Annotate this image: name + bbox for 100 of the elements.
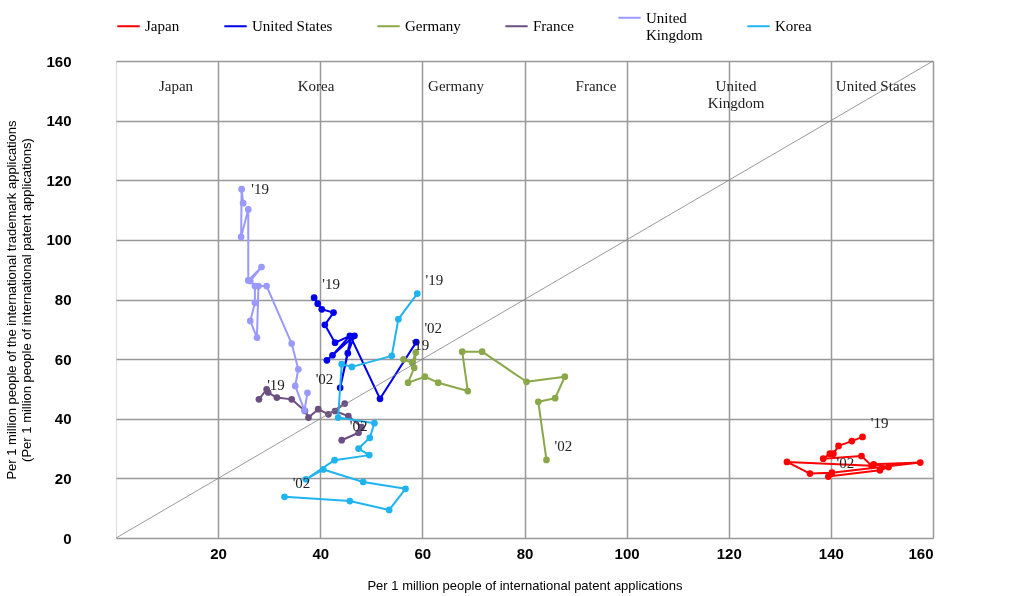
point [371,419,378,427]
point [334,414,342,421]
point [464,387,472,395]
point [323,356,331,364]
point [885,463,892,471]
point [543,456,550,464]
y-tick-label: 20 [54,469,72,487]
annotation: France [575,78,617,94]
point [388,352,396,360]
point [830,450,837,457]
point [413,290,421,297]
point [246,317,254,325]
point [783,458,791,466]
point [346,497,354,505]
point [561,373,569,381]
annotation: '19 [251,181,269,198]
annotation: United Kingdom [707,78,765,111]
point [253,334,261,342]
point [344,349,352,357]
point [858,452,865,460]
y-tick-label: 160 [46,52,72,70]
point [288,396,296,403]
point [330,309,337,316]
point [244,206,252,213]
x-tick-label: 100 [614,544,640,562]
annotation: '02 [292,474,311,491]
point [421,373,429,381]
legend-label: United States [252,18,333,35]
point [314,405,322,413]
point [294,365,302,373]
legend-label: Korea [775,18,812,35]
annotation: United States [835,78,917,94]
annotation: '19 [267,377,285,394]
point [859,433,866,441]
point [355,445,362,452]
x-tick-label: 20 [210,544,227,562]
point [255,396,263,403]
point [331,339,339,347]
point [819,455,827,463]
point [237,233,245,241]
point [434,379,442,387]
point [365,451,373,459]
point [534,398,542,406]
point [348,363,356,371]
y-tick-label: 0 [63,529,72,547]
point [478,348,486,356]
annotation: Germany [428,78,485,94]
y-tick-label: 100 [46,231,72,249]
annotation: '19 [425,271,444,288]
point [314,300,322,308]
annotation: '02 [315,370,334,387]
annotation: '02 [424,320,443,337]
point [359,478,367,486]
annotation: Korea [297,78,335,94]
y-tick-label: 60 [54,350,72,368]
annotation: Japan [158,78,194,94]
point [263,282,270,290]
point [319,466,327,473]
point [321,321,329,329]
x-tick-label: 140 [818,544,844,562]
point [238,185,245,193]
legend-label: Germany [405,18,462,35]
y-axis-title: Per 1 million people of the international trademark applications (Per 1 million people of international patent applications) [4,119,35,480]
annotation: '19 [870,414,889,431]
point [395,315,402,323]
y-tick-label: 140 [46,112,72,130]
point [291,382,299,390]
point [385,506,393,514]
point [288,340,296,347]
point [239,199,247,207]
point [338,436,346,444]
y-tick-label: 120 [46,171,72,189]
legend-label: Japan [145,18,180,35]
point [273,394,281,401]
point [523,378,530,386]
legend-label: France [533,18,575,35]
point [305,414,312,421]
point [400,356,407,363]
annotation: '19 [322,275,340,292]
x-tick-label: 80 [516,544,534,562]
point [366,434,374,442]
point [310,294,318,302]
point [258,263,265,271]
point [331,456,338,464]
y-tick-label: 40 [54,410,72,428]
annotation: '02 [554,437,573,454]
x-tick-label: 40 [312,544,330,562]
point [806,470,814,477]
x-tick-label: 120 [716,544,742,562]
point [916,459,924,466]
point [828,469,836,477]
point [551,394,559,402]
y-tick-label: 80 [54,291,72,308]
point [304,389,311,397]
point [281,493,288,501]
legend-label: United Kingdom [646,9,703,43]
point [329,351,336,359]
point [402,485,409,493]
point [848,437,856,445]
point [318,305,326,313]
